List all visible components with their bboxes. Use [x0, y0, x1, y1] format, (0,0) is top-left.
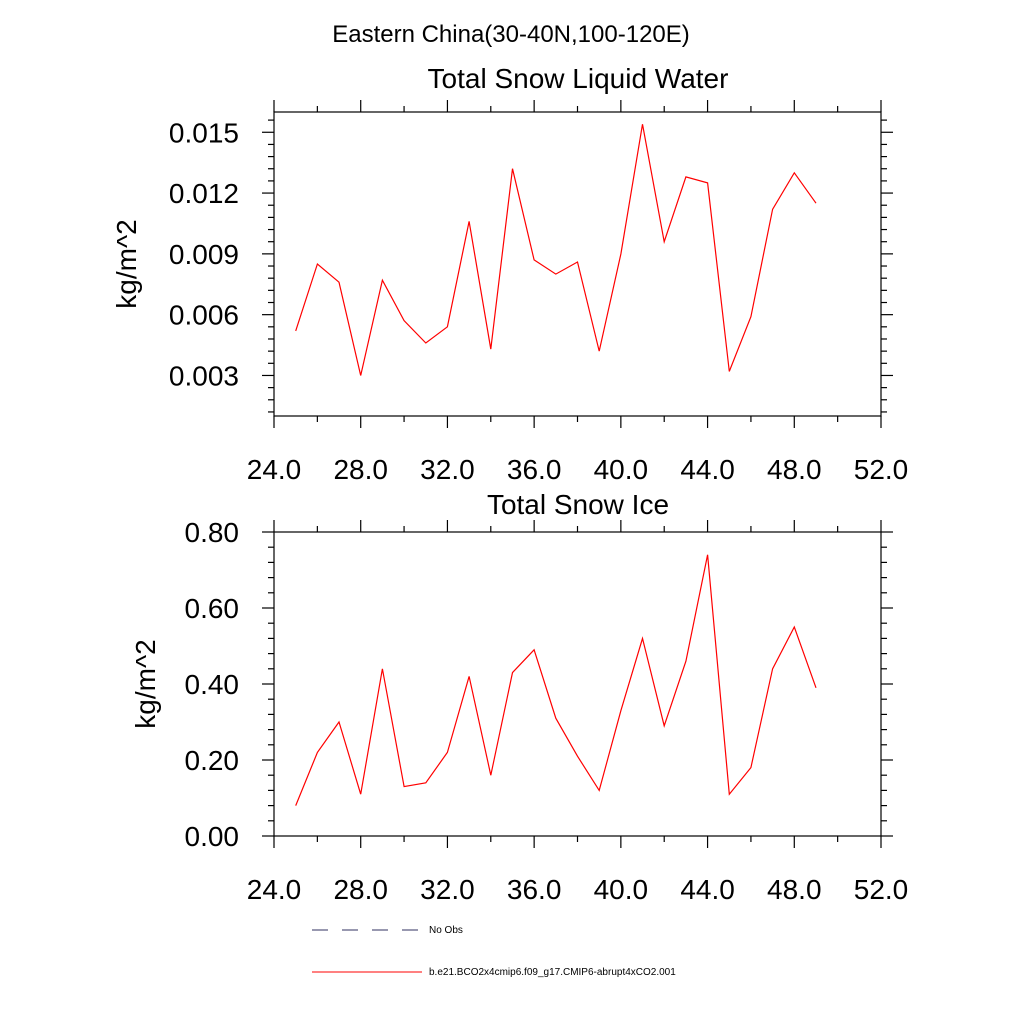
y-ticks: 0.00 0.20 0.40 0.60 0.80 [185, 517, 893, 852]
x-ticks: 24.0 28.0 32.0 36.0 40.0 44.0 48.0 52.0 [247, 520, 909, 905]
series-line-model [295, 554, 817, 806]
y-tick-label: 0.012 [169, 178, 239, 209]
x-tick-label: 52.0 [854, 874, 909, 905]
x-tick-label: 40.0 [594, 454, 649, 485]
plot-title: Total Snow Ice [487, 489, 669, 520]
x-tick-label: 36.0 [507, 874, 562, 905]
y-axis-label: kg/m^2 [130, 639, 161, 728]
x-tick-label: 28.0 [333, 454, 388, 485]
y-tick-label: 0.003 [169, 360, 239, 391]
x-tick-label: 48.0 [767, 874, 822, 905]
legend-label-model: b.e21.BCO2x4cmip6.f09_g17.CMIP6-abrupt4x… [429, 967, 676, 978]
plot-title: Total Snow Liquid Water [428, 63, 729, 94]
x-tick-label: 32.0 [420, 454, 475, 485]
legend: No Obs b.e21.BCO2x4cmip6.f09_g17.CMIP6-a… [312, 925, 676, 978]
x-tick-label: 44.0 [680, 454, 735, 485]
x-tick-label: 28.0 [333, 874, 388, 905]
y-tick-label: 0.60 [185, 593, 240, 624]
x-ticks: 24.0 28.0 32.0 36.0 40.0 44.0 48.0 52.0 [247, 100, 909, 485]
plot-snow-ice: Total Snow Ice 0.00 0.20 0.40 0.60 0.80 24.0… [130, 489, 908, 905]
x-tick-label: 24.0 [247, 454, 302, 485]
x-tick-label: 40.0 [594, 874, 649, 905]
x-tick-label: 24.0 [247, 874, 302, 905]
y-axis-label: kg/m^2 [111, 219, 142, 308]
legend-entry-model: b.e21.BCO2x4cmip6.f09_g17.CMIP6-abrupt4x… [312, 967, 676, 978]
y-tick-label: 0.015 [169, 117, 239, 148]
plot-frame [273, 531, 882, 837]
y-tick-label: 0.00 [185, 821, 240, 852]
legend-label-obs: No Obs [429, 925, 463, 936]
x-tick-label: 52.0 [854, 454, 909, 485]
legend-entry-obs: No Obs [312, 925, 463, 936]
x-tick-label: 32.0 [420, 874, 475, 905]
y-tick-label: 0.20 [185, 745, 240, 776]
x-tick-label: 36.0 [507, 454, 562, 485]
y-tick-label: 0.80 [185, 517, 240, 548]
y-tick-label: 0.006 [169, 300, 239, 331]
figure-title: Eastern China(30-40N,100-120E) [332, 21, 690, 48]
series-line-model [295, 124, 817, 376]
plot-snow-liquid-water: Total Snow Liquid Water 0.0030.0060.0090… [111, 63, 908, 485]
y-tick-label: 0.009 [169, 239, 239, 270]
y-tick-label: 0.40 [185, 669, 240, 700]
x-tick-label: 44.0 [680, 874, 735, 905]
y-ticks: 0.003 0.006 0.009 0.012 0.015 [169, 117, 893, 413]
x-tick-label: 48.0 [767, 454, 822, 485]
